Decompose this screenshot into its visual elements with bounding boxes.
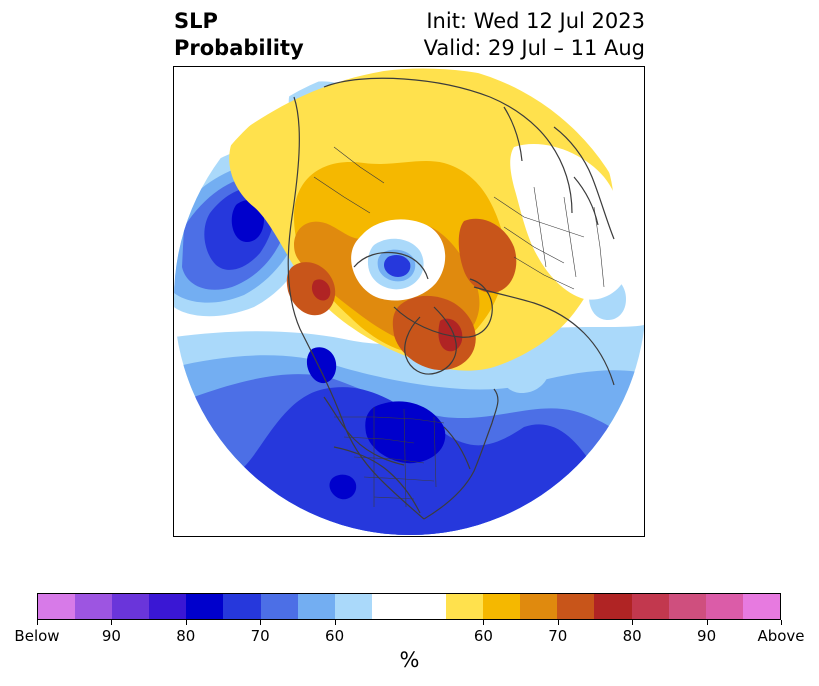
- neutral-europe: [510, 143, 629, 300]
- colorbar-tick-mark: [111, 620, 112, 625]
- map-panel: [173, 66, 645, 537]
- colorbar-tick-label: 90: [101, 627, 121, 645]
- above-75-region-alaska: [286, 262, 336, 316]
- colorbar-above-swatch-0: [446, 594, 484, 619]
- colorbar-below-swatch-8: [334, 594, 372, 619]
- colorbar-above-swatch-2: [520, 594, 558, 619]
- colorbar-below-swatch-6: [260, 594, 298, 619]
- colorbar-below-swatch-0: [38, 594, 76, 619]
- colorbar-tick-mark: [707, 620, 708, 625]
- above-75-region-greenland: [392, 295, 476, 371]
- colorbar-unit-label: %: [399, 648, 420, 672]
- colorbar-below-swatch-7: [297, 594, 335, 619]
- colorbar: [37, 593, 781, 620]
- init-date: Init: Wed 12 Jul 2023: [426, 9, 645, 33]
- colorbar-below-swatch-4: [186, 594, 224, 619]
- colorbar-tick-label: 60: [473, 627, 493, 645]
- below-75-region-pole: [384, 255, 411, 277]
- colorbar-below-swatch-1: [75, 594, 113, 619]
- colorbar-tick-mark: [632, 620, 633, 625]
- colorbar-tick-mark: [37, 620, 38, 625]
- colorbar-above-swatch-7: [705, 594, 743, 619]
- probability-map: [174, 67, 644, 535]
- colorbar-tick-label: 90: [697, 627, 717, 645]
- colorbar-above-swatch-3: [557, 594, 595, 619]
- borders: [313, 146, 605, 508]
- colorbar-tick-label: 70: [250, 627, 270, 645]
- colorbar-neutral-swatch: [371, 594, 447, 619]
- colorbar-above-swatch-1: [483, 594, 521, 619]
- title-variable: SLP: [174, 9, 218, 33]
- colorbar-tick-mark: [335, 620, 336, 625]
- colorbar-tick-label: 60: [325, 627, 345, 645]
- forecast-dates: Init: Wed 12 Jul 2023 Valid: 29 Jul – 11…: [424, 8, 645, 62]
- colorbar-above-swatch-6: [668, 594, 706, 619]
- colorbar-tick-label: Above: [757, 627, 805, 645]
- colorbar-tick-label: Below: [14, 627, 60, 645]
- below-75-region-south: [241, 387, 602, 535]
- colorbar-tick-label: 80: [622, 627, 642, 645]
- coastlines: [287, 77, 615, 520]
- map-title: SLP Probability: [174, 8, 304, 62]
- title-product: Probability: [174, 36, 304, 60]
- colorbar-tick-mark: [260, 620, 261, 625]
- above-75-region-siberia: [458, 218, 517, 293]
- below-80-region-pacific: [231, 200, 264, 243]
- valid-period: Valid: 29 Jul – 11 Aug: [423, 36, 645, 60]
- below-80-region-sw: [329, 474, 357, 500]
- colorbar-below-swatch-5: [223, 594, 261, 619]
- colorbar-tick-mark: [483, 620, 484, 625]
- colorbar-above-swatch-5: [631, 594, 669, 619]
- colorbar-below-swatch-2: [112, 594, 150, 619]
- colorbar-tick-mark: [558, 620, 559, 625]
- colorbar-above-swatch-4: [594, 594, 632, 619]
- above-80-region-alaska: [311, 279, 331, 301]
- below-80-region-central: [365, 401, 446, 464]
- colorbar-above-swatch-8: [742, 594, 780, 619]
- colorbar-below-swatch-3: [149, 594, 187, 619]
- colorbar-tick-mark: [186, 620, 187, 625]
- colorbar-tick-label: 70: [548, 627, 568, 645]
- colorbar-tick-mark: [781, 620, 782, 625]
- probability-field: [174, 67, 644, 535]
- colorbar-tick-label: 80: [176, 627, 196, 645]
